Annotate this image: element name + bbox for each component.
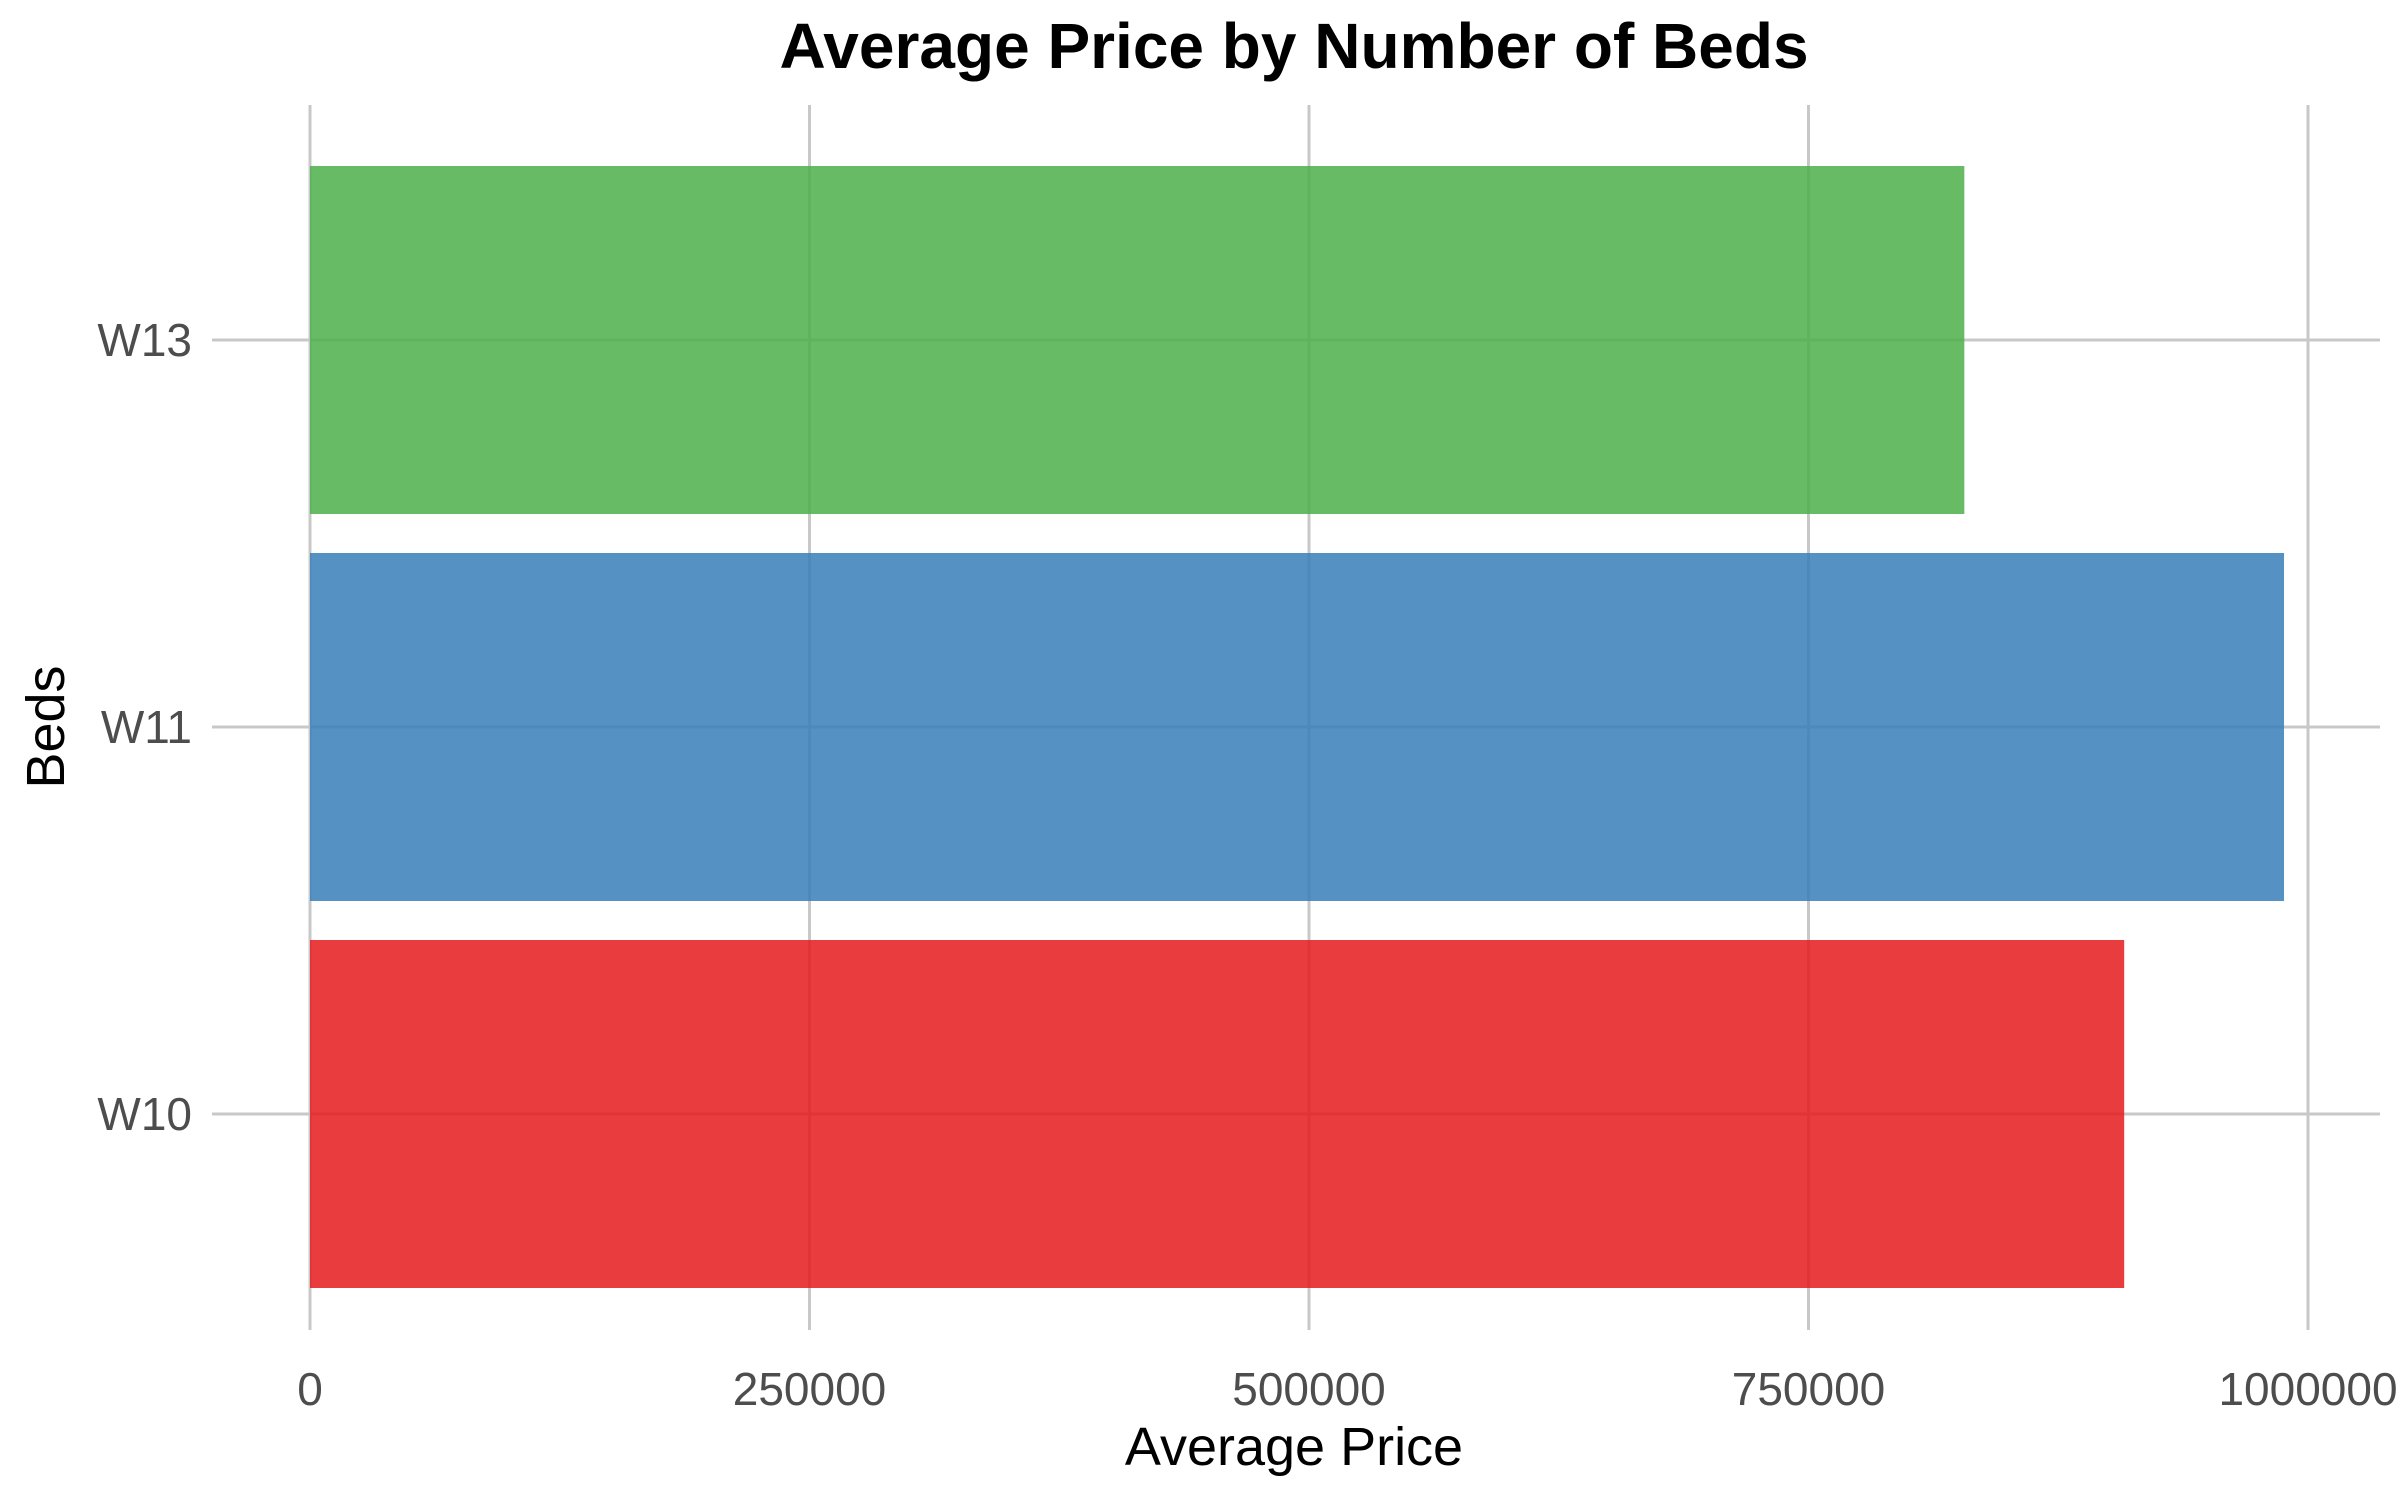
y-tick-label: W13: [97, 314, 192, 366]
x-tick-label: 0: [297, 1363, 323, 1415]
y-axis-ticks: W10 W11 W13: [97, 314, 192, 1140]
y-tick-label: W11: [101, 701, 192, 753]
x-axis-ticks: 0 250000 500000 750000 1000000: [297, 1363, 2397, 1415]
x-tick-label: 250000: [733, 1363, 887, 1415]
y-tick-label: W10: [97, 1088, 192, 1140]
chart-title: Average Price by Number of Beds: [779, 10, 1808, 82]
bar-w11: [310, 553, 2285, 901]
x-axis-title: Average Price: [1125, 1417, 1463, 1477]
x-tick-label: 1000000: [2218, 1363, 2397, 1415]
bar-w10: [310, 940, 2125, 1288]
y-axis-title: Beds: [16, 665, 76, 788]
bar-w13: [310, 166, 1965, 514]
x-tick-label: 750000: [1732, 1363, 1886, 1415]
bars: [310, 166, 2285, 1288]
x-tick-label: 500000: [1232, 1363, 1386, 1415]
